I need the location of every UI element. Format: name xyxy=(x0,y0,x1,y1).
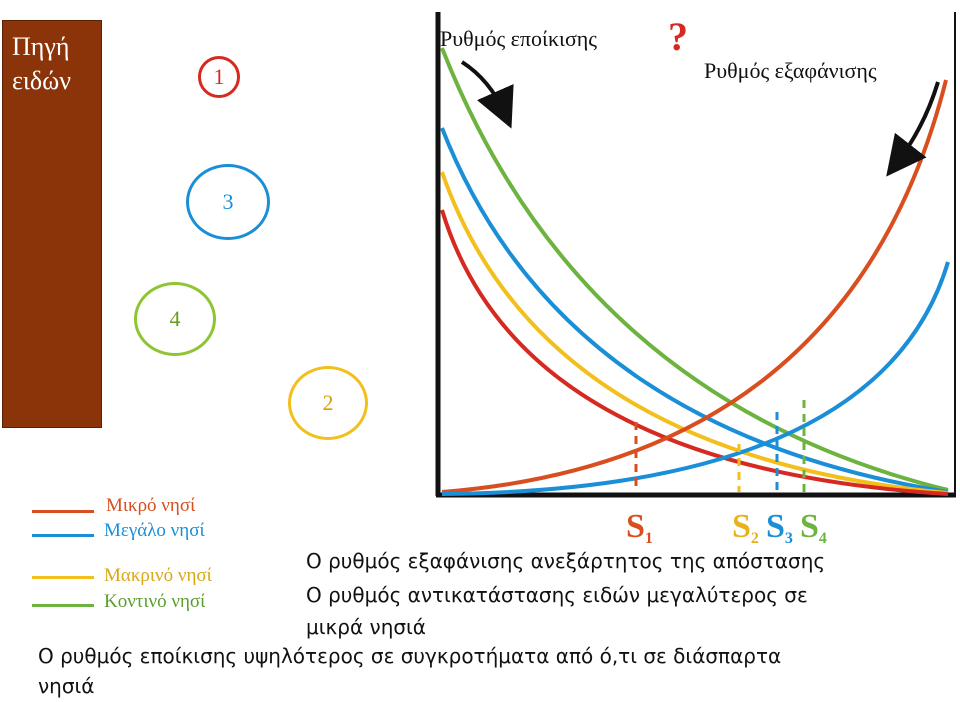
note-immigration-clusters: Ο ρυθμός εποίκισης υψηλότερος σε συγκροτ… xyxy=(38,644,782,668)
island-4: 4 xyxy=(134,282,216,356)
species-source-box xyxy=(2,20,102,428)
extinction-curve-small xyxy=(441,79,948,494)
immigration-curve-far xyxy=(440,171,949,495)
question-mark: ? xyxy=(668,14,688,59)
note-turnover-small-islands: Ο ρυθμός αντικατάστασης ειδών μεγαλύτερο… xyxy=(306,583,808,607)
equilibrium-s1-label: S1 xyxy=(626,508,653,547)
legend-line-near xyxy=(32,604,94,607)
note-immigration-clusters-cont: νησιά xyxy=(38,674,95,698)
note-extinction-distance: Ο ρυθμός εξαφάνισης ανεξάρτητος της απόσ… xyxy=(306,549,826,573)
legend-label-near: Κοντινό νησί xyxy=(104,591,206,612)
island-1-number: 1 xyxy=(213,64,225,89)
legend-label-far: Μακρινό νησί xyxy=(104,565,212,586)
island-2-number: 2 xyxy=(322,390,334,415)
extinction-curve-large xyxy=(441,261,950,496)
island-3-number: 3 xyxy=(222,189,234,214)
island-4-number: 4 xyxy=(169,306,181,331)
immigration-rate-label: Ρυθμός εποίκισης xyxy=(440,26,597,51)
legend-line-far xyxy=(32,576,94,579)
island-2: 2 xyxy=(288,366,368,440)
immigration-arrow xyxy=(460,60,514,129)
source-label-line2: ειδών xyxy=(12,66,72,95)
legend-line-large xyxy=(32,534,94,537)
island-3: 3 xyxy=(186,164,270,240)
immigration-curve-large xyxy=(440,127,949,494)
legend-label-large: Μεγάλο νησί xyxy=(104,520,205,541)
equilibrium-s2-label: S2 xyxy=(732,508,759,547)
immigration-curve-small xyxy=(440,209,949,496)
extinction-rate-label: Ρυθμός εξαφάνισης xyxy=(704,58,877,83)
note-turnover-small-islands-cont: μικρά νησιά xyxy=(306,615,426,639)
legend-line-small xyxy=(32,510,94,513)
immigration-curve-near xyxy=(440,47,949,492)
source-label-line1: Πηγή xyxy=(12,32,70,61)
island-1: 1 xyxy=(198,56,240,98)
legend-label-small: Μικρό νησί xyxy=(106,495,196,516)
extinction-arrow xyxy=(886,81,940,177)
equilibrium-s4-label: S4 xyxy=(800,508,827,547)
equilibrium-s3-label: S3 xyxy=(766,508,793,547)
species-source-label: Πηγή ειδών xyxy=(12,30,100,98)
